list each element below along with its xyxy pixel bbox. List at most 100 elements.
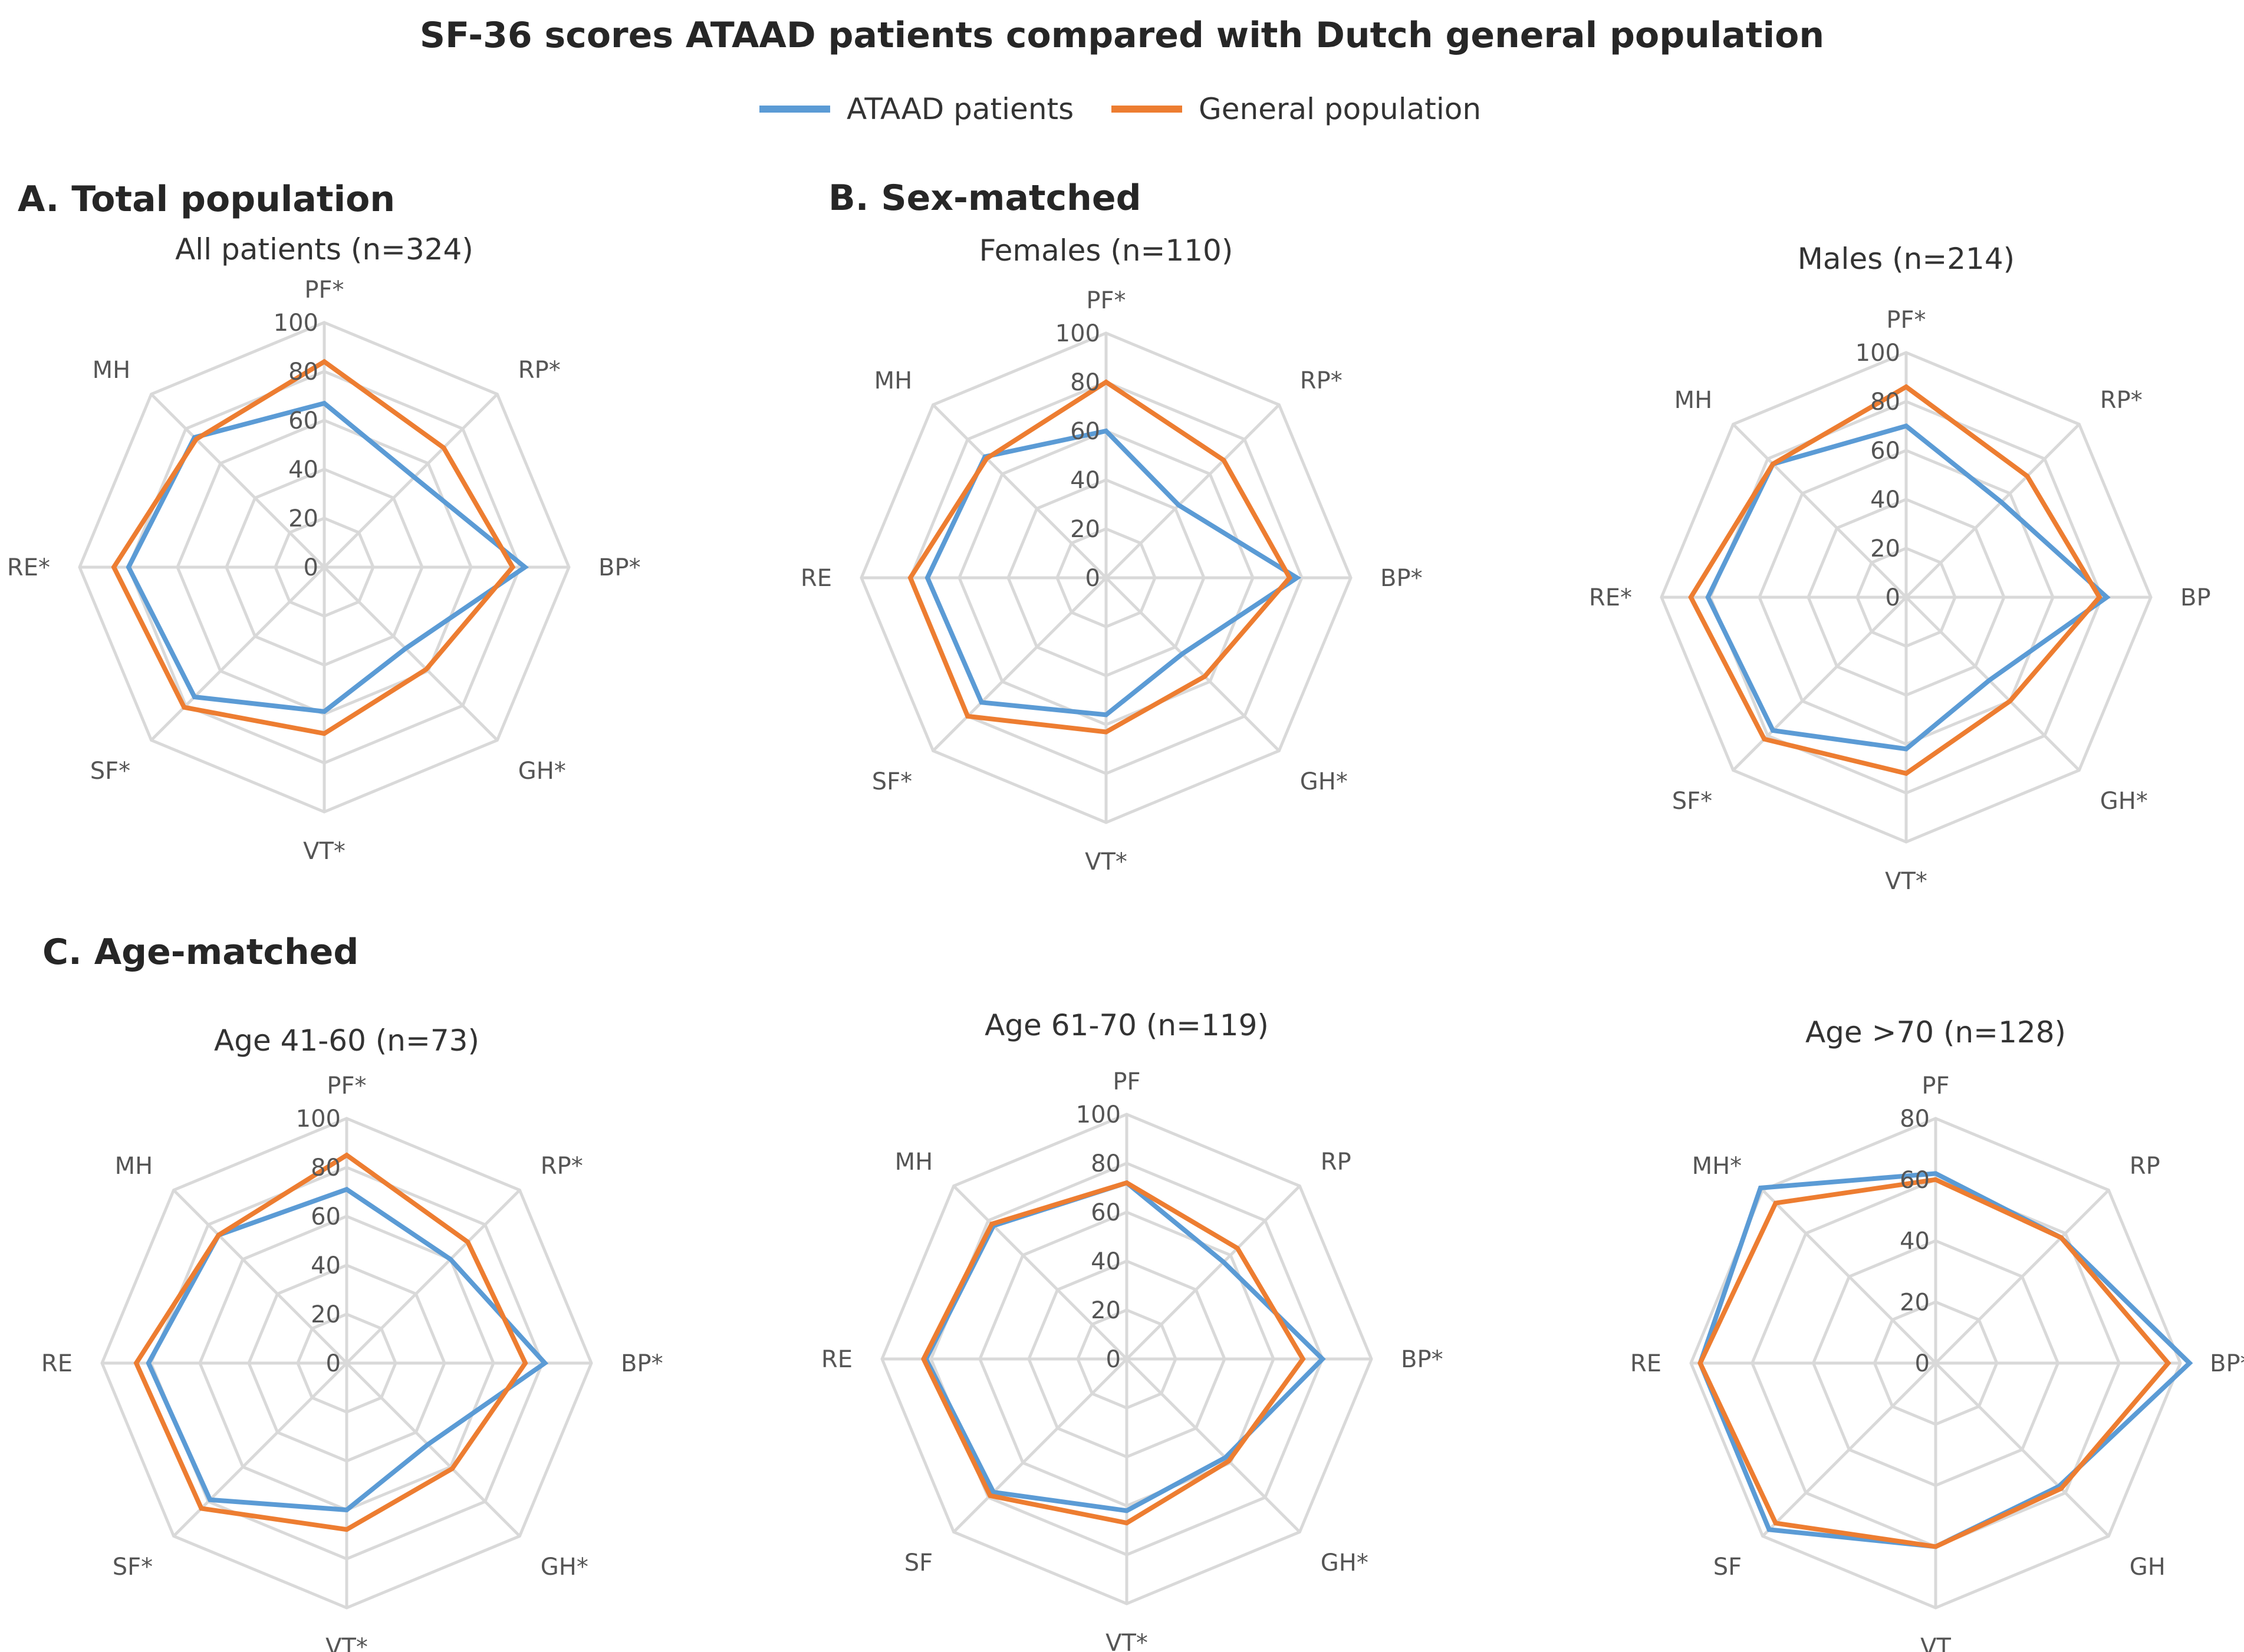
axis-label: MH — [1674, 387, 1713, 414]
axis-label: RE — [801, 565, 832, 592]
axis-label: BP* — [1401, 1346, 1443, 1373]
tick-label: 80 — [1091, 1150, 1121, 1177]
tick-label: 0 — [1886, 584, 1900, 611]
tick-label: 80 — [311, 1154, 341, 1182]
tick-label: 40 — [1900, 1228, 1930, 1255]
axis-label: VT* — [1885, 868, 1927, 895]
series-general-population — [907, 379, 1293, 735]
axis-label: SF* — [1672, 788, 1712, 815]
axis-label: PF — [1113, 1068, 1140, 1095]
series-ataad-patients — [126, 400, 529, 714]
series-general-population — [111, 358, 516, 736]
axis-label: RP* — [1300, 367, 1343, 394]
axis-label: SF* — [872, 768, 912, 795]
axis-label: VT* — [325, 1634, 368, 1652]
axis-label: GH — [2130, 1554, 2166, 1581]
legend-label-general: General population — [1199, 92, 1481, 126]
tick-label: 80 — [1870, 389, 1900, 416]
axis-label: RP* — [2100, 387, 2143, 414]
tick-label: 60 — [1900, 1167, 1930, 1194]
radar-all-patients: All patients (n=324) 0 20 40 60 80 100 PF* RP* BP… — [7, 232, 641, 865]
chart-title: Females (n=110) — [979, 233, 1233, 268]
grid-spoke — [1732, 423, 1907, 598]
axis-label: GH* — [1321, 1549, 1368, 1577]
grid-spoke — [150, 566, 325, 742]
axis-label: BP — [2180, 584, 2211, 611]
axis-label: RE — [1630, 1350, 1661, 1377]
axis-label: MH* — [1692, 1153, 1742, 1180]
series-general-population — [1688, 384, 2102, 776]
grid-spoke — [1761, 1362, 1937, 1538]
series-general-population — [133, 1152, 528, 1532]
grid-spoke — [1732, 596, 1907, 772]
grid-spoke — [1105, 577, 1281, 752]
grid-spoke — [1761, 1189, 1937, 1364]
grid-spoke — [1934, 1362, 2110, 1538]
tick-label: 80 — [288, 358, 318, 386]
tick-label: 20 — [1900, 1289, 1930, 1316]
section-title-sex: B. Sex-matched — [828, 177, 1141, 219]
chart-title: Age >70 (n=128) — [1805, 1015, 2066, 1049]
grid-spoke — [1905, 423, 2081, 598]
tick-label: 0 — [1915, 1350, 1930, 1377]
grid-spoke — [1126, 1358, 1301, 1533]
axis-label: VT* — [1085, 848, 1127, 876]
tick-label: 100 — [1076, 1101, 1121, 1128]
series-general-population — [1697, 1177, 2171, 1549]
chart-title: All patients (n=324) — [175, 232, 473, 266]
tick-label: 60 — [1070, 418, 1100, 445]
axis-label: MH — [874, 367, 913, 394]
tick-label: 100 — [1055, 320, 1100, 347]
axis-label: SF — [1713, 1554, 1742, 1581]
axis-label: RE — [41, 1350, 73, 1377]
tick-label: 20 — [1091, 1297, 1121, 1324]
tick-label: 0 — [304, 554, 318, 581]
grid-spoke — [172, 1189, 348, 1364]
grid-spoke — [1105, 403, 1281, 579]
grid-spoke — [323, 393, 499, 568]
axis-label: SF* — [113, 1554, 153, 1581]
series-ataad-patients — [146, 1186, 549, 1513]
axis-label: RP* — [518, 357, 561, 384]
tick-label: 80 — [1070, 369, 1100, 396]
tick-label: 0 — [1106, 1346, 1121, 1373]
tick-label: 60 — [288, 407, 318, 435]
tick-label: 0 — [326, 1350, 341, 1377]
radar-age-61-70: Age 61-70 (n=119) 0 20 40 60 80 100 PF RP BP* GH* V… — [821, 1008, 1443, 1652]
grid-spoke — [1126, 1184, 1301, 1360]
axis-label: RE* — [1589, 584, 1632, 611]
grid-spoke — [1905, 596, 2081, 772]
radar-age-41-60: Age 41-60 (n=73) 0 20 40 60 80 100 PF* RP* BP* GH*… — [41, 1024, 663, 1652]
chart-title: Males (n=214) — [1798, 242, 2015, 276]
axis-label: RP* — [541, 1153, 583, 1180]
axis-label: GH* — [541, 1554, 588, 1581]
axis-label: VT* — [1105, 1630, 1148, 1652]
axis-label: MH — [895, 1148, 933, 1176]
axis-label: BP* — [1380, 565, 1423, 592]
tick-label: 40 — [1091, 1248, 1121, 1275]
series-ataad-patients — [924, 428, 1302, 718]
tick-label: 100 — [274, 310, 318, 337]
axis-label: SF* — [90, 758, 130, 785]
radar-males: Males (n=214) 0 20 40 60 80 100 PF* RP* BP GH* VT* S… — [1589, 242, 2211, 895]
axis-label: SF — [904, 1549, 933, 1577]
tick-label: 40 — [1870, 486, 1900, 514]
grid-spoke — [323, 566, 499, 742]
axis-label: RP — [2130, 1153, 2160, 1180]
axis-label: RE — [821, 1346, 853, 1373]
tick-label: 60 — [1870, 437, 1900, 465]
axis-label: GH* — [2100, 788, 2148, 815]
series-general-population — [921, 1180, 1306, 1526]
axis-label: RE* — [7, 554, 50, 581]
legend: ATAAD patients General population — [759, 92, 1481, 126]
axis-label: GH* — [1300, 768, 1348, 795]
tick-label: 40 — [288, 456, 318, 483]
chart-title: Age 41-60 (n=73) — [214, 1024, 479, 1058]
tick-label: 40 — [311, 1252, 341, 1279]
grid-spoke — [952, 1358, 1128, 1533]
grid-spoke — [346, 1189, 521, 1364]
axis-label: MH — [93, 357, 131, 384]
tick-label: 40 — [1070, 467, 1100, 494]
tick-label: 20 — [1070, 516, 1100, 543]
